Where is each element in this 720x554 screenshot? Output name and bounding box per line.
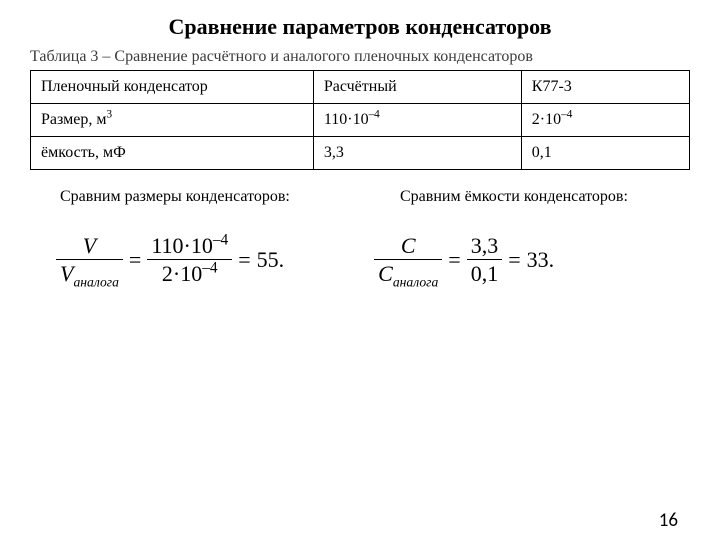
equals-sign: = [442, 247, 466, 273]
cell-text: 0,1 [532, 144, 552, 161]
table-cell: ёмкость, мФ [31, 137, 314, 170]
equals-sign: = [232, 247, 256, 273]
table-header-row: Пленочный конденсатор Расчётный К77-3 [31, 71, 690, 104]
num-sup: –4 [213, 232, 228, 249]
cell-text: 2·10 [532, 111, 561, 128]
table-row: Размер, м3 110·10–4 2·10–4 [31, 104, 690, 137]
den-subscript: аналога [393, 274, 438, 289]
equals-sign: = [502, 247, 526, 273]
den-base: 2·10 [162, 261, 202, 286]
den-subscript: аналога [73, 274, 118, 289]
table-cell: Размер, м3 [31, 104, 314, 137]
fraction-lhs: V Vаналога [56, 234, 123, 285]
equals-sign: = [123, 247, 147, 273]
table-header-cell: Пленочный конденсатор [31, 71, 314, 104]
table-cell: 0,1 [521, 137, 689, 170]
denominator: Cаналога [374, 262, 442, 285]
cell-sup: 3 [106, 109, 112, 121]
fraction-bar [147, 259, 232, 260]
cell-text: ёмкость, мФ [41, 144, 126, 161]
formula-volume-ratio: V Vаналога = 110·10–4 2·10–4 = 55. [56, 234, 284, 285]
table-header-cell: Расчётный [313, 71, 521, 104]
page-number: 16 [659, 509, 678, 532]
table-header-cell: К77-3 [521, 71, 689, 104]
table-cell: 2·10–4 [521, 104, 689, 137]
fraction-mid: 3,3 0,1 [467, 234, 503, 285]
fraction-bar [56, 259, 123, 260]
numerator: C [397, 234, 420, 257]
num-base: 110·10 [151, 233, 213, 258]
formula-capacitance-ratio: C Cаналога = 3,3 0,1 = 33. [374, 234, 554, 285]
captions-row: Сравним размеры конденсаторов: Сравним ё… [0, 188, 720, 206]
result-value: 55. [257, 247, 285, 273]
denominator: 0,1 [467, 262, 503, 285]
table-row: ёмкость, мФ 3,3 0,1 [31, 137, 690, 170]
cell-sup: –4 [561, 109, 572, 121]
caption-right: Сравним ёмкости конденсаторов: [400, 188, 628, 206]
fraction-bar [374, 259, 442, 260]
den-sup: –4 [202, 260, 217, 277]
fraction-bar [467, 259, 503, 260]
page-title: Сравнение параметров конденсаторов [0, 14, 720, 40]
table-cell: 3,3 [313, 137, 521, 170]
cell-sup: –4 [369, 109, 380, 121]
denominator: 2·10–4 [158, 262, 222, 285]
table-cell: 110·10–4 [313, 104, 521, 137]
cell-text: 110·10 [324, 111, 369, 128]
numerator: 3,3 [467, 234, 503, 257]
fraction-lhs: C Cаналога [374, 234, 442, 285]
table-caption: Таблица 3 – Сравнение расчётного и анало… [30, 48, 720, 66]
den-symbol: C [378, 261, 393, 286]
numerator: V [79, 234, 100, 257]
cell-text: Размер, м [41, 111, 106, 128]
caption-left: Сравним размеры конденсаторов: [60, 188, 380, 206]
fraction-mid: 110·10–4 2·10–4 [147, 234, 232, 285]
numerator: 110·10–4 [147, 234, 232, 257]
formulas-row: V Vаналога = 110·10–4 2·10–4 = 55. [0, 234, 720, 285]
denominator: Vаналога [56, 262, 123, 285]
cell-text: 3,3 [324, 144, 344, 161]
comparison-table: Пленочный конденсатор Расчётный К77-3 Ра… [30, 70, 690, 170]
result-value: 33. [527, 247, 555, 273]
den-symbol: V [60, 261, 73, 286]
